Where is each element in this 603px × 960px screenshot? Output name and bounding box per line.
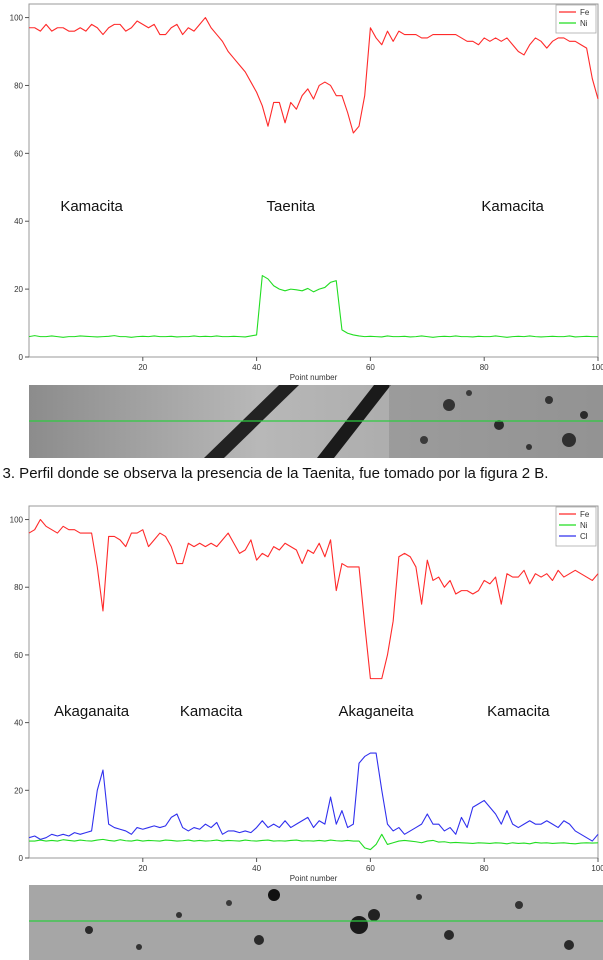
chart1-series-fe-line bbox=[29, 17, 599, 134]
chart1-x-tick-label: 20 bbox=[138, 363, 147, 372]
figure-caption: a 3. Perfil donde se observa la presenci… bbox=[0, 462, 603, 486]
chart2-x-tick-label: 80 bbox=[480, 864, 489, 873]
chart-fe-ni-taenita: 0 20 40 60 80 100 20 40 60 80 100 Point number Kamac… bbox=[0, 0, 603, 462]
chart2-x-tick-label: 100 bbox=[591, 864, 603, 873]
chart2-legend bbox=[555, 506, 597, 547]
figure-caption-text: a 3. Perfil donde se observa la presenci… bbox=[0, 465, 549, 482]
chart1-annotation: Kamacita bbox=[481, 198, 544, 215]
sem-image-1-texture bbox=[29, 385, 603, 458]
chart1-x-tick-label: 100 bbox=[591, 363, 603, 372]
chart1-y-tick-label: 0 bbox=[19, 353, 24, 362]
chart2-legend-label-fe: Fe bbox=[580, 510, 590, 519]
chart1-annotation: Kamacita bbox=[60, 198, 123, 215]
chart1-y-tick-label: 20 bbox=[14, 285, 23, 294]
sem-image-2 bbox=[29, 885, 603, 960]
chart1-x-tick-label: 60 bbox=[366, 363, 375, 372]
chart-fe-ni-cl-akaganeita: 0 20 40 60 80 100 20 40 60 80 100 Point number Akaga… bbox=[0, 500, 603, 960]
sem-image-2-texture bbox=[29, 885, 603, 960]
chart1-y-tick-label: 60 bbox=[14, 149, 23, 158]
chart-1-plot: 0 20 40 60 80 100 20 40 60 80 100 Point number Kamac… bbox=[10, 3, 603, 382]
chart1-y-tick-label: 80 bbox=[14, 81, 23, 90]
chart2-plot-area bbox=[28, 505, 599, 859]
chart1-y-tick-label: 100 bbox=[10, 14, 24, 23]
chart2-legend-label-ni: Ni bbox=[580, 521, 588, 530]
chart2-y-tick-label: 0 bbox=[19, 854, 24, 863]
chart1-x-axis-label: Point number bbox=[290, 373, 338, 382]
chart1-y-tick-label: 40 bbox=[14, 217, 23, 226]
sem-image-1 bbox=[29, 385, 603, 458]
chart2-x-axis-label: Point number bbox=[290, 874, 338, 883]
chart1-x-tick-label: 80 bbox=[480, 363, 489, 372]
chart2-legend-label-cl: Cl bbox=[580, 532, 588, 541]
chart2-y-tick-label: 60 bbox=[14, 651, 23, 660]
chart2-x-tick-label: 20 bbox=[138, 864, 147, 873]
chart2-y-tick-label: 80 bbox=[14, 583, 23, 592]
chart2-annotation: Akaganaita bbox=[54, 703, 130, 720]
chart2-annotation: Kamacita bbox=[180, 703, 243, 720]
chart1-annotation: Taenita bbox=[267, 198, 316, 215]
chart2-y-tick-label: 40 bbox=[14, 719, 23, 728]
chart2-x-tick-label: 40 bbox=[252, 864, 261, 873]
chart1-x-tick-label: 40 bbox=[252, 363, 261, 372]
chart2-series-cl-line bbox=[28, 752, 599, 842]
chart1-plot-area bbox=[28, 3, 599, 358]
chart1-series-ni-line bbox=[28, 274, 598, 338]
chart2-x-tick-label: 60 bbox=[366, 864, 375, 873]
chart-2-plot: 0 20 40 60 80 100 20 40 60 80 100 Point number Akaga… bbox=[10, 505, 603, 883]
chart2-series-ni-line bbox=[29, 833, 599, 851]
chart2-y-tick-label: 20 bbox=[14, 786, 23, 795]
chart1-legend-label-fe: Fe bbox=[580, 8, 590, 17]
chart1-legend-label-ni: Ni bbox=[580, 19, 588, 28]
chart1-legend bbox=[555, 4, 597, 34]
chart2-series-fe-line bbox=[28, 518, 599, 680]
chart2-annotation: Kamacita bbox=[487, 703, 550, 720]
chart2-y-tick-label: 100 bbox=[10, 516, 24, 525]
chart2-annotation: Akaganeita bbox=[339, 703, 415, 720]
